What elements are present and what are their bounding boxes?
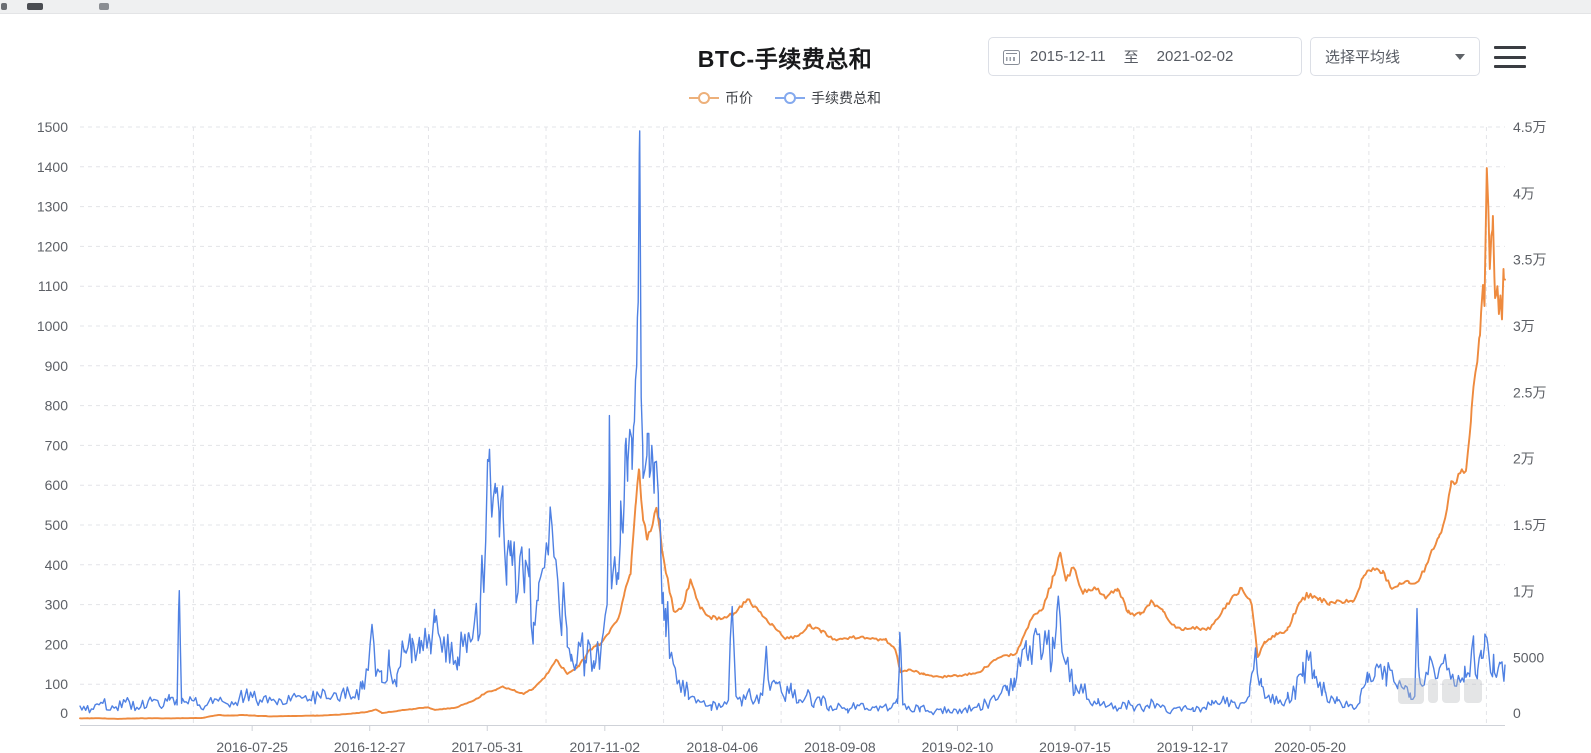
legend-marker-price-icon xyxy=(689,92,719,104)
browser-top-strip xyxy=(0,0,1591,14)
svg-text:1万: 1万 xyxy=(1513,583,1535,599)
svg-text:0: 0 xyxy=(1513,705,1521,721)
svg-text:400: 400 xyxy=(45,557,69,573)
svg-text:2018-04-06: 2018-04-06 xyxy=(687,739,759,753)
legend-item-price[interactable]: 币价 xyxy=(689,88,753,108)
svg-text:700: 700 xyxy=(45,437,69,453)
average-line-select[interactable]: 选择平均线 xyxy=(1310,37,1480,76)
svg-text:2019-02-10: 2019-02-10 xyxy=(922,739,994,753)
svg-text:2019-07-15: 2019-07-15 xyxy=(1039,739,1111,753)
page-title: BTC-手续费总和 xyxy=(697,46,873,72)
svg-text:2.5万: 2.5万 xyxy=(1513,384,1546,400)
svg-text:2017-05-31: 2017-05-31 xyxy=(451,739,523,753)
svg-text:1000: 1000 xyxy=(37,318,68,334)
svg-text:2016-12-27: 2016-12-27 xyxy=(334,739,406,753)
svg-text:1.5万: 1.5万 xyxy=(1513,517,1546,533)
date-start-value: 2015-12-11 xyxy=(1030,48,1106,65)
svg-text:1400: 1400 xyxy=(37,159,68,175)
svg-text:1200: 1200 xyxy=(37,238,68,254)
svg-text:2017-11-02: 2017-11-02 xyxy=(570,739,641,753)
date-end-value: 2021-02-02 xyxy=(1156,48,1234,65)
legend-item-fees[interactable]: 手续费总和 xyxy=(775,88,881,108)
date-separator: 至 xyxy=(1123,49,1139,66)
calendar-icon xyxy=(1003,49,1020,65)
svg-text:500: 500 xyxy=(45,517,69,533)
svg-text:600: 600 xyxy=(45,477,69,493)
svg-text:900: 900 xyxy=(45,358,69,374)
top-strip-mark xyxy=(99,3,109,10)
watermark-logo xyxy=(1398,676,1508,706)
svg-text:4.5万: 4.5万 xyxy=(1513,119,1546,135)
svg-text:5000: 5000 xyxy=(1513,650,1544,666)
chart-legend: 币价 手续费总和 xyxy=(0,88,1570,108)
top-strip-mark xyxy=(1,3,7,10)
svg-text:200: 200 xyxy=(45,636,69,652)
svg-text:3.5万: 3.5万 xyxy=(1513,252,1546,268)
svg-text:2019-12-17: 2019-12-17 xyxy=(1157,739,1229,753)
svg-text:0: 0 xyxy=(60,705,68,721)
svg-text:4万: 4万 xyxy=(1513,185,1535,201)
svg-text:1300: 1300 xyxy=(37,199,68,215)
svg-text:2020-05-20: 2020-05-20 xyxy=(1274,739,1346,753)
chevron-down-icon xyxy=(1455,53,1465,60)
date-range-picker[interactable]: 2015-12-11 至 2021-02-02 xyxy=(988,37,1302,76)
svg-text:100: 100 xyxy=(45,676,69,692)
legend-label-price: 币价 xyxy=(725,90,753,106)
svg-text:300: 300 xyxy=(45,597,69,613)
menu-button[interactable] xyxy=(1494,44,1526,70)
svg-text:3万: 3万 xyxy=(1513,318,1535,334)
svg-text:1500: 1500 xyxy=(37,119,68,135)
svg-text:800: 800 xyxy=(45,398,69,414)
svg-text:2016-07-25: 2016-07-25 xyxy=(216,739,288,753)
svg-text:1100: 1100 xyxy=(38,278,68,294)
legend-label-fees: 手续费总和 xyxy=(811,90,881,106)
average-line-select-label: 选择平均线 xyxy=(1325,49,1401,66)
top-strip-mark xyxy=(27,3,43,10)
hamburger-icon xyxy=(1494,46,1526,49)
svg-text:2万: 2万 xyxy=(1513,451,1535,467)
svg-text:2018-09-08: 2018-09-08 xyxy=(804,739,876,753)
legend-marker-fees-icon xyxy=(775,92,805,104)
